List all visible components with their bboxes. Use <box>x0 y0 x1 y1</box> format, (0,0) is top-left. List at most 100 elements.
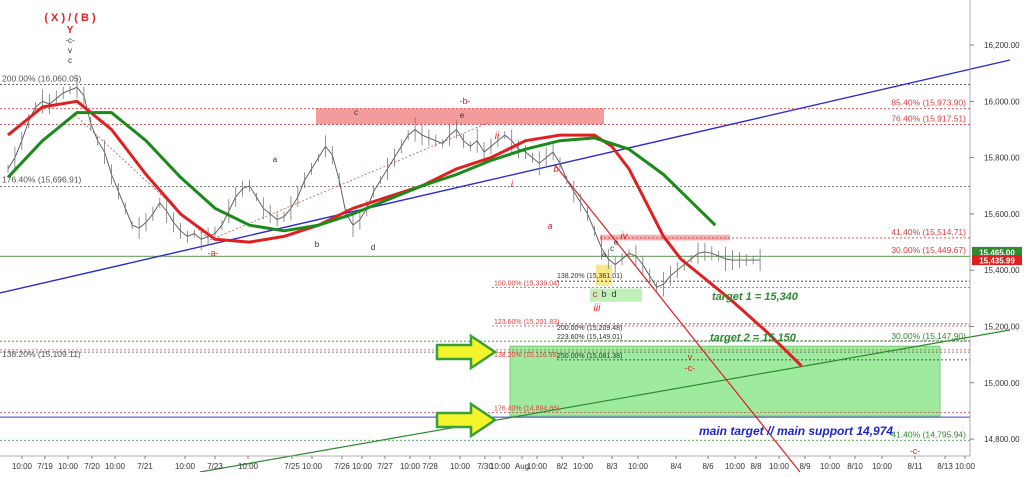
x-tick-label: 10:00 <box>820 462 841 471</box>
wave-label-c-neg: -c- <box>65 36 75 45</box>
wave-label-a-neg: -a- <box>208 248 219 258</box>
wave-label-b-black2: b <box>601 289 606 299</box>
wave-label-c-small: c <box>68 56 72 65</box>
x-tick-label: 10:00 <box>58 462 79 471</box>
x-tick-label: 10:00 <box>352 462 373 471</box>
yellow-arrow-icon <box>435 401 498 439</box>
green-trendline <box>199 329 1011 473</box>
wave-label-b-black: b <box>315 240 320 249</box>
c-wave-zone <box>596 264 612 286</box>
x-tick-label: 7/21 <box>137 462 153 471</box>
series-line-green-ma <box>6 111 717 233</box>
x-tick-label: 10:00 <box>450 462 471 471</box>
red-trendline <box>554 164 801 473</box>
wave-label-iv-red: iv <box>620 231 628 242</box>
fib-level-label: 200.00% (15,209.48) <box>557 325 622 332</box>
wave-label-v-small: v <box>68 46 72 55</box>
x-tick-label: 10:00 <box>573 462 594 471</box>
wave-label-iii-red: iii <box>594 303 601 314</box>
x-tick-label: 7/23 <box>207 462 223 471</box>
x-tick-label: 7/25 <box>284 462 300 471</box>
wave-label-y-label: Y <box>67 25 74 36</box>
y-tick-label: 14,800.00 <box>984 435 1020 444</box>
x-tick-label: 7/28 <box>422 462 438 471</box>
x-tick-label: 8/13 <box>937 462 953 471</box>
wave-label-d-black2: d <box>611 289 616 299</box>
x-tick-label: 10:00 <box>955 462 976 471</box>
blue-trendline <box>0 59 1011 294</box>
x-tick-label: 10:00 <box>872 462 893 471</box>
fib-level-label: 41.40% (14,795.94) <box>891 429 966 439</box>
x-tick-label: 8/3 <box>606 462 618 471</box>
fib-level-label: 176.40% (15,696.91) <box>2 175 82 185</box>
wave-label-a-black2: a <box>602 250 607 259</box>
fib-level-label: 176.40% (14,894.86) <box>494 405 559 412</box>
fib-level-label: 41.40% (15,514.71) <box>891 227 966 237</box>
wave-label-v-red: v <box>688 352 693 362</box>
x-tick-label: 10:00 <box>238 462 259 471</box>
fib-level-label: 30.00% (15,449.67) <box>891 245 966 255</box>
x-tick-label: 10:00 <box>175 462 196 471</box>
x-tick-label: 8/9 <box>799 462 811 471</box>
wave-label-c-neg-bottom: -c- <box>910 446 921 456</box>
wave-label-b-red: b <box>553 164 558 174</box>
y-tick-label: 16,000.00 <box>984 97 1020 106</box>
target1-zone <box>590 288 642 302</box>
wave-label-c-neg-red: -c- <box>685 363 696 373</box>
x-tick-label: 8/6 <box>702 462 714 471</box>
fib-level-label: 200.00% (16,060.05) <box>2 73 82 83</box>
fib-level-label: 30.00% (15,147.90) <box>891 331 966 341</box>
wave-label-i-red: i <box>511 179 514 190</box>
fib-level-label: 100.00% (15,339.04) <box>494 280 559 287</box>
x-tick-label: 7/19 <box>37 462 53 471</box>
fib-level-label: 223.60% (15,149.01) <box>557 334 622 341</box>
price-tag-label: 15,435.99 <box>979 257 1015 266</box>
x-tick-label: 7/30 <box>477 462 493 471</box>
x-tick-label: 8/4 <box>670 462 682 471</box>
wave-label-c-red: c <box>354 108 358 117</box>
wave-label-d-black: d <box>371 243 375 252</box>
wave-label-ii-red: ii <box>495 131 500 142</box>
target-1-label: target 1 = 15,340 <box>712 291 799 303</box>
x-tick-label: 8/8 <box>750 462 762 471</box>
fib-level-label: 138.20% (15,361.01) <box>557 273 622 280</box>
series-line-price <box>7 86 761 288</box>
target-2-label: target 2 = 15,150 <box>710 332 797 344</box>
wave-label-c-black2: c <box>610 244 614 253</box>
fib-level-label: 138.20% (15,116.95) <box>494 352 559 359</box>
main-target-label: main target // main support 14,974 <box>699 424 893 438</box>
x-tick-label: 10:00 <box>628 462 649 471</box>
x-tick-label: 7/26 <box>334 462 350 471</box>
wave-label-a-black: a <box>273 155 278 164</box>
wave-label-e-black: e <box>460 111 465 120</box>
fib-level-label: 123.60% (15,201.83) <box>494 319 559 326</box>
x-tick-label: 10:00 <box>12 462 33 471</box>
wave-label-c-red2: c <box>593 289 598 299</box>
x-tick-label: 10:00 <box>725 462 746 471</box>
y-tick-label: 15,600.00 <box>984 210 1020 219</box>
b-wave-zone <box>316 108 604 125</box>
x-tick-label: 10:00 <box>527 462 548 471</box>
x-tick-label: 10:00 <box>400 462 421 471</box>
x-tick-label: 8/2 <box>556 462 568 471</box>
x-tick-label: 7/20 <box>84 462 100 471</box>
fib-level-label: 250.00% (15,081.38) <box>557 353 622 360</box>
fib-level-label: 76.40% (15,917.51) <box>891 114 966 124</box>
y-tick-label: 15,000.00 <box>984 379 1020 388</box>
y-tick-label: 16,200.00 <box>984 41 1020 50</box>
y-tick-label: 15,400.00 <box>984 266 1020 275</box>
price-tag <box>972 246 1022 257</box>
main-target-zone <box>509 345 941 417</box>
yellow-arrow-icon <box>435 333 498 371</box>
fib-level-label: 85.40% (15,973.90) <box>891 98 966 108</box>
wave-label-top-label: ( X ) / ( B ) <box>44 12 96 24</box>
x-tick-label: Aug <box>515 462 529 471</box>
wave-label-e-black2: e <box>614 238 619 247</box>
fib-level-label: 138.20% (15,109.11) <box>2 349 81 359</box>
price-tag-label: 15,465.00 <box>979 248 1015 257</box>
x-tick-label: 10:00 <box>490 462 511 471</box>
dotted-red-line <box>209 121 491 241</box>
x-tick-label: 8/11 <box>908 462 924 471</box>
